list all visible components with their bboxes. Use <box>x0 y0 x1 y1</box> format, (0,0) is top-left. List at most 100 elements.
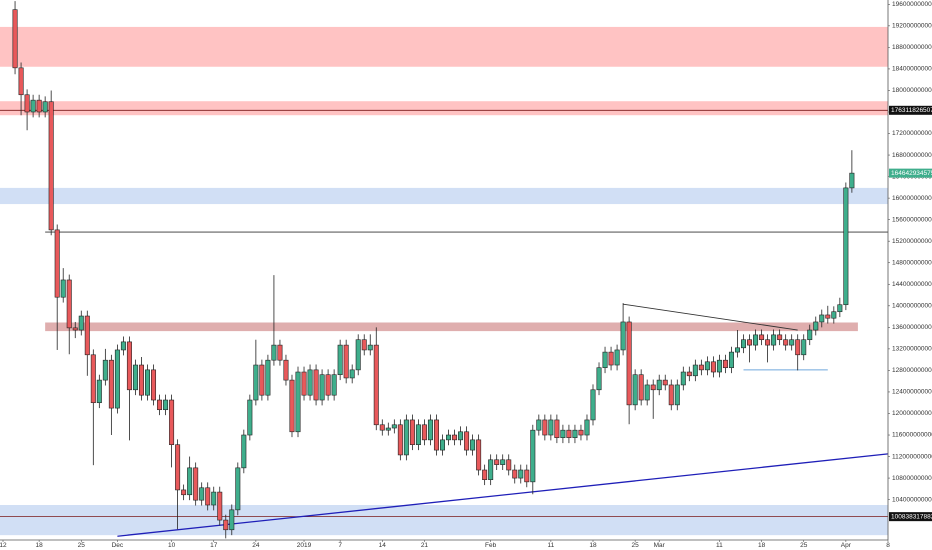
candle-body <box>668 384 674 406</box>
candle-body <box>427 419 433 441</box>
candle-body <box>572 429 578 439</box>
price-tag: 176311826507 <box>891 107 932 114</box>
candle-body <box>367 344 373 351</box>
candle-body <box>259 364 265 396</box>
candle-body <box>837 304 843 313</box>
candle-body <box>590 389 596 421</box>
candle-body <box>620 321 626 351</box>
candle-body <box>584 419 590 436</box>
candle-body <box>602 351 608 369</box>
candle-body <box>102 359 108 381</box>
candle-body <box>313 369 319 401</box>
candle-body <box>722 359 728 369</box>
x-tick-label: 14 <box>379 542 387 549</box>
candle-body <box>813 321 819 331</box>
candle-body <box>157 399 163 411</box>
candle-body <box>78 315 84 331</box>
candle-body <box>151 369 157 401</box>
candle-body <box>849 172 855 189</box>
candle-body <box>662 379 668 386</box>
candle-body <box>801 339 807 356</box>
x-tick-label: Apr <box>841 542 852 549</box>
candle-body <box>397 424 403 456</box>
last-price-tag: 164642934575 <box>891 170 932 177</box>
zone <box>45 322 858 332</box>
x-tick-label: 25 <box>800 542 808 549</box>
y-tick-label: 112000000000 <box>892 453 932 460</box>
candle-body <box>175 444 181 491</box>
candle-body <box>789 339 795 346</box>
x-tick-label: 21 <box>421 542 429 549</box>
x-tick-label: 18 <box>758 542 766 549</box>
candle-body <box>506 459 512 471</box>
x-tick-label: 8 <box>886 542 890 549</box>
candle-body <box>30 99 36 113</box>
candle-body <box>626 321 632 406</box>
candle-body <box>807 329 813 341</box>
y-tick-label: 128000000000 <box>892 367 932 374</box>
x-tick-label: 25 <box>632 542 640 549</box>
candle-body <box>777 334 783 341</box>
candle-body <box>265 359 271 396</box>
x-tick-label: 7 <box>338 542 342 549</box>
candle-body <box>494 459 500 465</box>
y-tick-label: 168000000000 <box>892 152 932 159</box>
candle-body <box>325 374 331 396</box>
y-tick-label: 124000000000 <box>892 389 932 396</box>
candle-body <box>163 399 169 411</box>
y-tick-label: 136000000000 <box>892 324 932 331</box>
candle-body <box>686 371 692 377</box>
x-tick-label: Feb <box>485 542 497 549</box>
candle-body <box>530 429 536 483</box>
candle-body <box>596 367 602 391</box>
candle-body <box>795 339 801 356</box>
candle-body <box>765 339 771 346</box>
candle-body <box>126 341 132 391</box>
candle-body <box>409 419 415 446</box>
y-tick-label: 104000000000 <box>892 496 932 503</box>
candle-body <box>349 369 355 379</box>
candle-body <box>698 364 704 371</box>
candle-body <box>223 519 229 531</box>
price-tag-bg <box>889 105 932 115</box>
candle-body <box>373 344 379 426</box>
candle-body <box>650 384 656 391</box>
candle-body <box>680 371 686 386</box>
candle-body <box>548 419 554 436</box>
candle-body <box>458 431 464 441</box>
candle-body <box>488 459 494 481</box>
trend-line <box>623 303 798 331</box>
candle-body <box>614 349 620 366</box>
candle-body <box>18 67 24 96</box>
candle-body <box>482 469 488 481</box>
candle-body <box>42 101 48 113</box>
candle-body <box>343 344 349 379</box>
x-tick-label: 10 <box>168 542 176 549</box>
y-tick-label: 152000000000 <box>892 238 932 245</box>
x-tick-label: 12 <box>0 542 7 549</box>
candle-body <box>355 339 361 371</box>
candle-body <box>759 334 765 341</box>
candle-body <box>199 487 205 501</box>
y-tick-label: 132000000000 <box>892 346 932 353</box>
candle-body <box>205 487 211 506</box>
candle-body <box>307 369 313 396</box>
candle-body <box>271 344 277 361</box>
candle-body <box>187 467 193 496</box>
y-tick-label: 172000000000 <box>892 130 932 137</box>
zone <box>0 26 888 67</box>
candle-body <box>235 467 241 511</box>
candle-body <box>144 369 150 396</box>
y-tick-label: 140000000000 <box>892 303 932 310</box>
x-tick-label: 24 <box>252 542 260 549</box>
candle-body <box>825 314 831 319</box>
candle-body <box>433 419 439 451</box>
y-tick-label: 148000000000 <box>892 259 932 266</box>
candle-body <box>734 347 740 353</box>
y-tick-label: 180000000000 <box>892 87 932 94</box>
candle-body <box>295 371 301 433</box>
candle-body <box>289 379 295 433</box>
x-tick-label: 11 <box>547 542 554 549</box>
candle-body <box>385 427 391 431</box>
